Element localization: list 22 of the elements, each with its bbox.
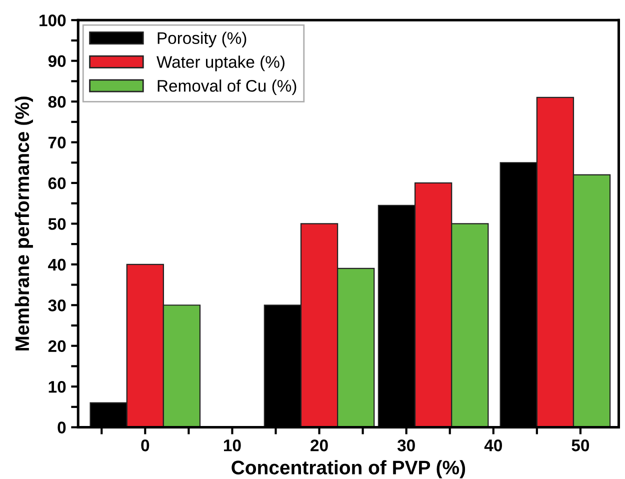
y-tick-label: 70 [48,136,66,148]
y-tick-label: 40 [48,258,66,271]
x-tick-label: 40 [484,440,502,452]
y-tick-label: 90 [48,55,66,68]
y-tick-label: 20 [48,340,66,352]
y-tick-label: 100 [40,14,66,26]
y-tick-label: 80 [48,96,66,108]
x-tick-label: 20 [310,440,328,452]
x-tick-label: 10 [224,440,241,452]
y-axis-title: Membrane performance (%) [14,96,33,350]
y-tick-label: 0 [58,422,66,434]
legend-label: Removal of Cu (%) [158,80,296,96]
y-tick-label: 50 [48,218,66,230]
legend-label: Water uptake (%) [156,56,284,72]
x-tick-label: 50 [572,440,590,452]
x-tick-label: 0 [141,440,150,452]
y-tick-label: 30 [48,300,66,312]
y-tick-label: 60 [48,177,66,190]
x-tick-label: 30 [397,440,415,452]
y-tick-label: 10 [48,380,66,393]
x-axis-title: Concentration of PVP (%) [232,460,466,478]
legend-label: Porosity (%) [158,32,246,48]
